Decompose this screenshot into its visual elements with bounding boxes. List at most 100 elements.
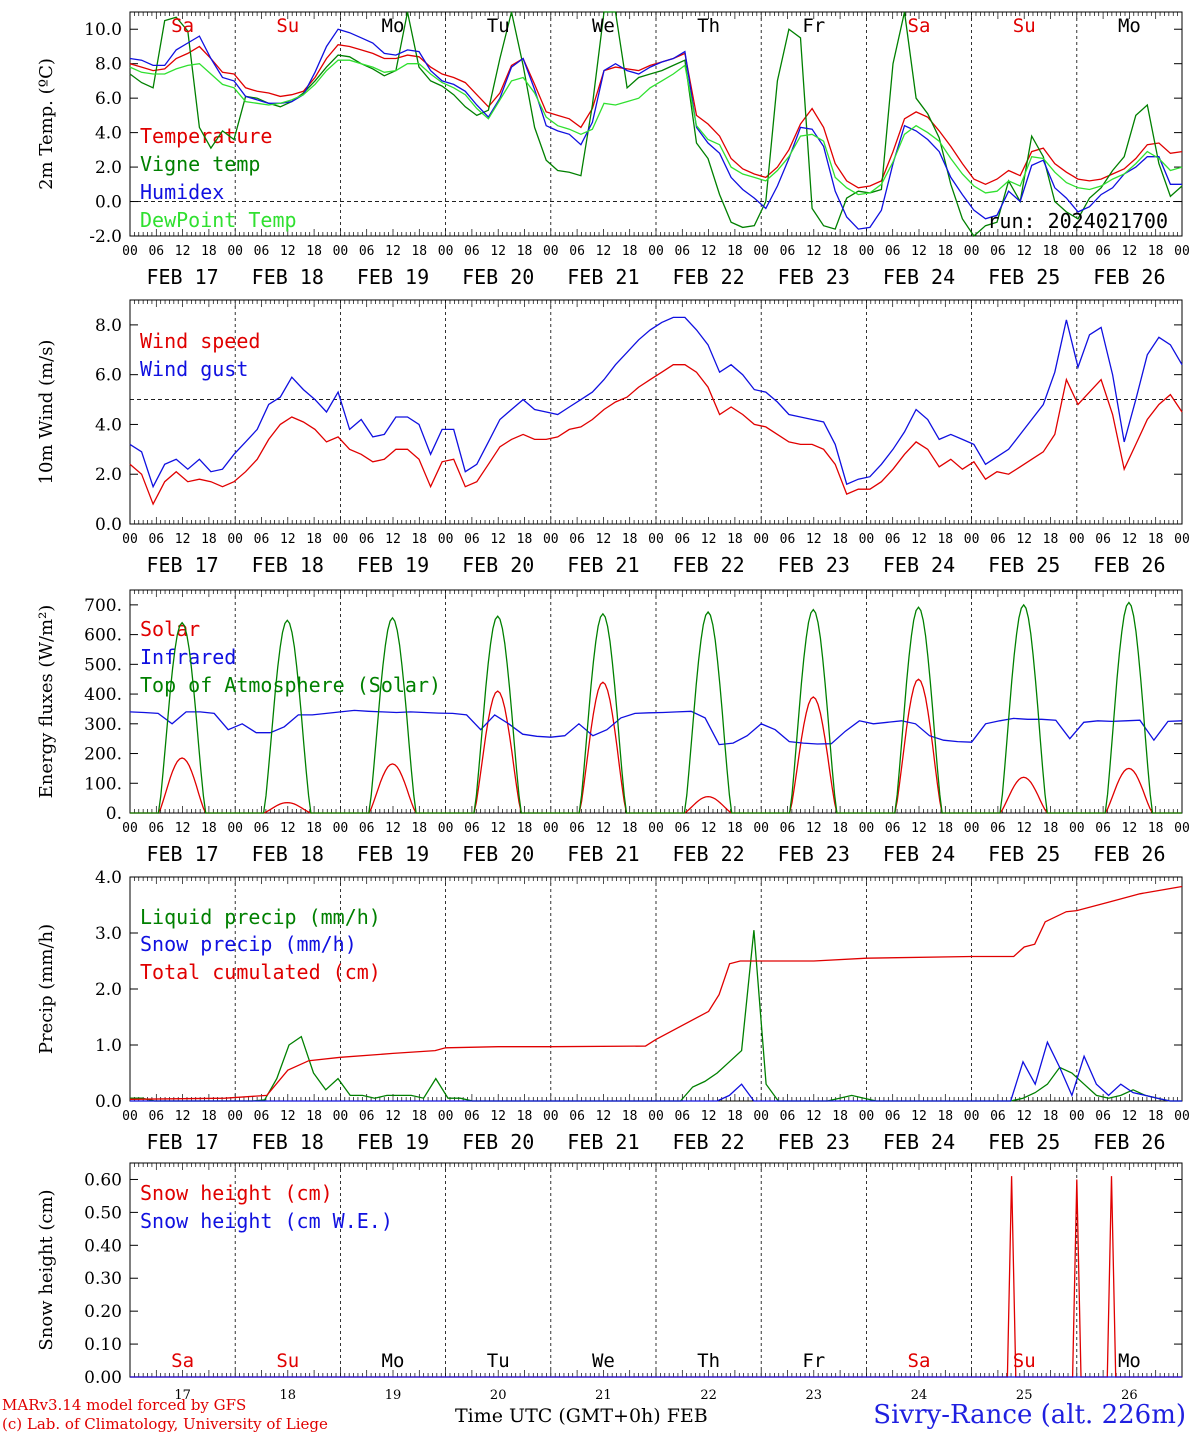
hour-label: 00: [1174, 244, 1190, 259]
legend-entry: Liquid precip (mm/h): [140, 905, 381, 929]
series-line-2: [130, 1040, 1182, 1102]
hour-label: 12: [490, 532, 506, 547]
hour-label: 06: [780, 821, 796, 836]
hour-label: 18: [1148, 821, 1164, 836]
date-label: FEB 18: [252, 553, 324, 577]
panel-2: 0.0 2.0 4.0 6.0 8.0 10m Wind (m/s) Wind speed W…: [36, 299, 1190, 577]
hour-label: 18: [727, 244, 743, 259]
hour-label: 18: [1148, 244, 1164, 259]
hour-label: 18: [201, 1109, 217, 1124]
series-line-3: [129, 28, 1182, 230]
hour-label: 06: [359, 532, 375, 547]
hour-label: 06: [359, 1109, 375, 1124]
hour-label: 00: [227, 821, 243, 836]
hour-label: 06: [1095, 821, 1111, 836]
hour-label: 12: [1122, 1109, 1138, 1124]
y-tick-label: 300.: [84, 715, 122, 735]
hour-label: 00: [543, 532, 559, 547]
hour-label: 18: [411, 821, 427, 836]
legend-entry: Snow height (cm W.E.): [140, 1209, 393, 1233]
hour-label: 18: [937, 1109, 953, 1124]
y-tick-label: 200.: [84, 745, 122, 765]
hour-label: 18: [306, 244, 322, 259]
plot-frame: [129, 299, 1183, 525]
y-tick-label: 2.0: [95, 465, 122, 485]
date-label: FEB 24: [883, 265, 955, 289]
hour-label: 12: [280, 244, 296, 259]
hour-label: 00: [438, 821, 454, 836]
hour-label: 00: [753, 244, 769, 259]
hour-label: 18: [832, 821, 848, 836]
hour-label: 18: [1043, 821, 1059, 836]
hour-label: 12: [806, 821, 822, 836]
hour-label: 00: [859, 821, 875, 836]
panel-5: 0.00 0.10 0.20 0.30 0.40 0.50 0.60 Snow height …: [36, 1162, 1183, 1403]
day-name: Mo: [382, 15, 405, 37]
day-name: Fr: [802, 1350, 825, 1372]
hour-label: 18: [201, 244, 217, 259]
day-name: Mo: [382, 1350, 405, 1372]
hour-label: 00: [648, 1109, 664, 1124]
y-tick-label: 700.: [84, 596, 122, 616]
hour-label: 06: [359, 244, 375, 259]
day-number: 21: [595, 1388, 612, 1403]
hour-label: 18: [517, 1109, 533, 1124]
date-label: FEB 19: [357, 1130, 429, 1154]
hour-label: 12: [701, 1109, 717, 1124]
hour-label: 06: [359, 821, 375, 836]
hour-label: 12: [596, 1109, 612, 1124]
day-name: Su: [1013, 1350, 1036, 1372]
hour-label: 00: [438, 244, 454, 259]
hour-label: 12: [490, 1109, 506, 1124]
hour-label: 12: [490, 244, 506, 259]
hour-label: 18: [622, 821, 638, 836]
hour-label: 18: [201, 821, 217, 836]
hour-label: 12: [911, 1109, 927, 1124]
hour-label: 12: [1016, 244, 1032, 259]
date-label: FEB 21: [567, 265, 639, 289]
hour-label: 18: [727, 821, 743, 836]
y-tick-label: 0.0: [95, 515, 122, 535]
date-label: FEB 23: [778, 265, 850, 289]
hour-label: 00: [859, 532, 875, 547]
hour-label: 18: [306, 821, 322, 836]
day-number: 24: [911, 1388, 928, 1403]
date-label: FEB 23: [778, 1130, 850, 1154]
day-name: Su: [1013, 15, 1036, 37]
legend-entry: Vigne temp: [140, 152, 260, 176]
hour-label: 12: [1016, 821, 1032, 836]
hour-label: 18: [937, 532, 953, 547]
date-label: FEB 25: [988, 265, 1060, 289]
hour-label: 06: [674, 821, 690, 836]
hour-label: 12: [1016, 1109, 1032, 1124]
hour-label: 12: [385, 821, 401, 836]
series-line-2: [129, 316, 1183, 489]
day-name: Th: [697, 15, 720, 37]
hour-label: 06: [254, 244, 270, 259]
series-line-3: [130, 601, 1182, 814]
plot-frame: [129, 589, 1183, 814]
hour-label: 12: [385, 244, 401, 259]
date-label: FEB 18: [252, 265, 324, 289]
hour-label: 00: [438, 1109, 454, 1124]
y-tick-label: 100.: [84, 774, 122, 794]
day-number: 18: [280, 1388, 297, 1403]
hour-label: 00: [122, 821, 138, 836]
hour-label: 18: [622, 244, 638, 259]
hour-label: 00: [333, 532, 349, 547]
hour-label: 12: [806, 532, 822, 547]
y-tick-label: 3.0: [95, 924, 122, 944]
legend-entry: Top of Atmosphere (Solar): [140, 673, 441, 697]
hour-label: 06: [674, 532, 690, 547]
hour-label: 06: [885, 1109, 901, 1124]
hour-label: 18: [727, 532, 743, 547]
hour-label: 00: [964, 244, 980, 259]
y-tick-label: 8.0: [95, 55, 122, 75]
hour-label: 18: [517, 532, 533, 547]
plot-frame: [129, 11, 1183, 237]
day-number: 23: [806, 1388, 823, 1403]
hour-label: 06: [885, 532, 901, 547]
hour-label: 12: [175, 821, 191, 836]
day-name: Mo: [1118, 15, 1141, 37]
hour-label: 12: [1122, 821, 1138, 836]
